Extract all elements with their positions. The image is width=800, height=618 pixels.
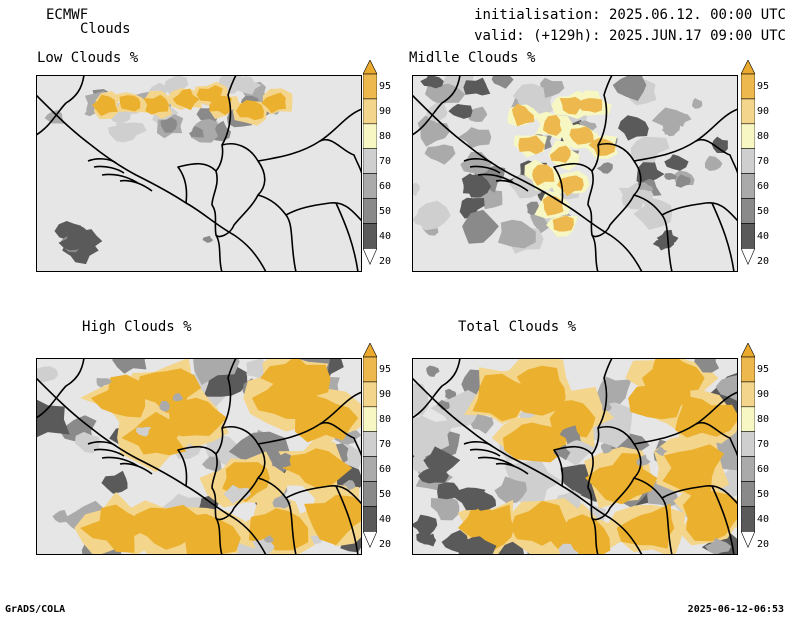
colorbar-label: 50 [757,488,770,500]
colorbar-label: 80 [379,131,392,143]
map-high-clouds [36,358,362,555]
colorbar-label: 80 [379,414,392,426]
colorbar-label: 95 [379,81,392,93]
colorbar-label: 50 [379,205,392,217]
colorbar-label: 70 [379,156,392,168]
colorbar-label: 95 [379,364,392,376]
product-label: Clouds [80,21,131,37]
panel-title-mid: Midlle Clouds % [409,50,536,66]
colorbar-label: 20 [757,255,770,267]
colorbar-label: 60 [757,181,770,193]
colorbar-top-left [363,60,377,266]
valid-time: valid: (+129h): 2025.JUN.17 09:00 UTC [474,28,786,44]
colorbar-label: 20 [757,538,770,550]
panel-title-total: Total Clouds % [458,319,577,335]
colorbar-label: 40 [379,513,392,525]
colorbar-label: 20 [379,255,392,267]
footer-software: GrADS/COLA [5,604,66,615]
colorbar-label: 80 [757,131,770,143]
colorbar-label: 90 [757,106,770,118]
colorbar-label: 60 [379,181,392,193]
panel-title-high: High Clouds % [82,319,192,335]
colorbar-bottom-right [741,343,755,549]
colorbar-label: 50 [757,205,770,217]
map-middle-clouds [412,75,738,272]
colorbar-label: 40 [379,230,392,242]
map-low-clouds [36,75,362,272]
footer-timestamp: 2025-06-12-06:53 [687,604,784,615]
panel-title-low: Low Clouds % [37,50,139,66]
init-time: initialisation: 2025.06.12. 00:00 UTC [474,7,786,23]
colorbar-label: 90 [379,106,392,118]
colorbar-label: 70 [379,439,392,451]
colorbar-label: 60 [757,464,770,476]
map-total-clouds [412,358,738,555]
colorbar-label: 90 [757,389,770,401]
colorbar-label: 95 [757,81,770,93]
colorbar-label: 40 [757,513,770,525]
colorbar-label: 70 [757,439,770,451]
colorbar-label: 95 [757,364,770,376]
colorbar-label: 80 [757,414,770,426]
colorbar-label: 60 [379,464,392,476]
colorbar-top-right [741,60,755,266]
colorbar-label: 70 [757,156,770,168]
colorbar-label: 90 [379,389,392,401]
colorbar-label: 50 [379,488,392,500]
colorbar-label: 40 [757,230,770,242]
model-label: ECMWF [46,7,89,23]
colorbar-label: 20 [379,538,392,550]
colorbar-bottom-left [363,343,377,549]
